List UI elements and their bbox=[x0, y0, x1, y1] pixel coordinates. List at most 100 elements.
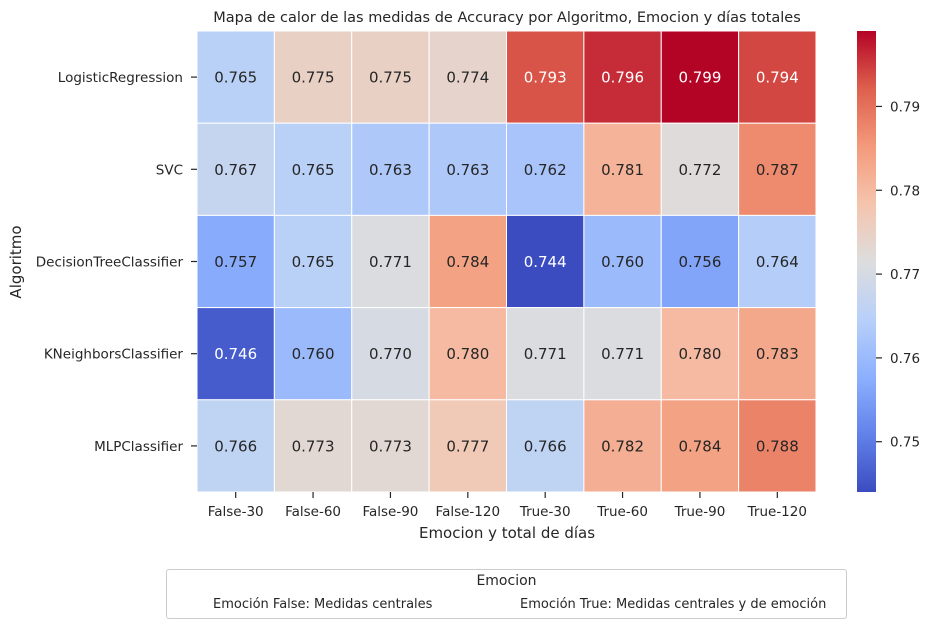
cell-value-label: 0.774 bbox=[446, 69, 489, 87]
x-tick-label: True-60 bbox=[596, 504, 648, 520]
heatmap-cell bbox=[273, 30, 353, 124]
legend-title: Emocion bbox=[476, 573, 537, 589]
cell-value-label: 0.781 bbox=[601, 161, 644, 179]
cell-value-label: 0.780 bbox=[446, 345, 489, 363]
heatmap-cell bbox=[738, 214, 817, 309]
cell-value-label: 0.770 bbox=[369, 345, 412, 363]
cell-value-label: 0.767 bbox=[214, 161, 257, 179]
heatmap-cell bbox=[660, 307, 740, 401]
cell-value-label: 0.782 bbox=[601, 437, 644, 455]
cell-value-label: 0.773 bbox=[369, 437, 412, 455]
cell-value-label: 0.772 bbox=[678, 161, 721, 179]
cell-value-label: 0.784 bbox=[446, 253, 489, 271]
heatmap-cell bbox=[351, 30, 430, 124]
heatmap-cell bbox=[583, 30, 662, 124]
colorbar-ticks: 0.75 0.76 0.77 0.78 0.79 bbox=[876, 99, 920, 451]
x-tick-label: False-60 bbox=[285, 504, 341, 520]
cell-value-label: 0.787 bbox=[756, 161, 799, 179]
heatmap-cell bbox=[351, 399, 430, 493]
colorbar-tick-label: 0.77 bbox=[890, 267, 920, 283]
x-axis-ticks: False-30 False-60 False-90 False-120 True-30… bbox=[208, 492, 807, 520]
colorbar-tick-label: 0.79 bbox=[890, 99, 920, 115]
heatmap-cell bbox=[428, 214, 507, 309]
cell-value-label: 0.799 bbox=[678, 69, 721, 87]
heatmap-cell bbox=[583, 399, 662, 493]
heatmap-cell bbox=[428, 122, 507, 216]
x-tick-label: True-30 bbox=[519, 504, 571, 520]
cell-value-label: 0.775 bbox=[369, 69, 412, 87]
heatmap-cell bbox=[196, 214, 275, 309]
heatmap-cell bbox=[506, 214, 585, 309]
heatmap-cell bbox=[351, 214, 430, 309]
cell-value-label: 0.766 bbox=[524, 437, 567, 455]
heatmap-cell bbox=[506, 307, 585, 401]
y-tick-label: SVC bbox=[156, 162, 183, 178]
cell-value-label: 0.756 bbox=[678, 253, 721, 271]
legend-entry-true: Emoción True: Medidas centrales y de emo… bbox=[520, 597, 827, 612]
cell-value-label: 0.771 bbox=[369, 253, 412, 271]
y-axis-label: Algoritmo bbox=[7, 225, 25, 298]
heatmap-cells: 0.765 0.775 0.775 0.774 0.793 0.796 0.799 0.794… bbox=[196, 30, 817, 493]
heatmap-cell bbox=[506, 399, 585, 493]
y-tick-label: KNeighborsClassifier bbox=[44, 347, 184, 363]
y-tick-label: MLPClassifier bbox=[94, 439, 183, 455]
cell-value-label: 0.763 bbox=[369, 161, 412, 179]
heatmap-cell bbox=[351, 307, 430, 401]
heatmap-cell bbox=[273, 122, 353, 216]
x-tick-label: False-90 bbox=[362, 504, 418, 520]
heatmap-cell bbox=[428, 307, 507, 401]
heatmap-cell bbox=[583, 214, 662, 309]
heatmap-cell bbox=[506, 30, 585, 124]
cell-value-label: 0.766 bbox=[214, 437, 257, 455]
heatmap-cell bbox=[738, 30, 817, 124]
heatmap-cell bbox=[738, 399, 817, 493]
cell-value-label: 0.780 bbox=[678, 345, 721, 363]
colorbar-tick-label: 0.78 bbox=[890, 183, 920, 199]
cell-value-label: 0.771 bbox=[524, 345, 567, 363]
cell-value-label: 0.764 bbox=[756, 253, 799, 271]
heatmap-cell bbox=[273, 214, 353, 309]
cell-value-label: 0.788 bbox=[756, 437, 799, 455]
heatmap-cell bbox=[660, 214, 740, 309]
legend-entry-false: Emoción False: Medidas centrales bbox=[213, 597, 433, 612]
y-axis-ticks: LogisticRegression SVC DecisionTreeClassif… bbox=[36, 70, 197, 455]
legend: Emocion Emoción False: Medidas centrales… bbox=[166, 569, 847, 619]
cell-value-label: 0.744 bbox=[524, 253, 567, 271]
cell-value-label: 0.793 bbox=[524, 69, 567, 87]
chart-title: Mapa de calor de las medidas de Accuracy… bbox=[213, 10, 801, 26]
cell-value-label: 0.760 bbox=[601, 253, 644, 271]
x-axis-label: Emocion y total de días bbox=[419, 524, 595, 542]
cell-value-label: 0.773 bbox=[292, 437, 335, 455]
heatmap-cell bbox=[428, 399, 507, 493]
cell-value-label: 0.760 bbox=[292, 345, 335, 363]
cell-value-label: 0.765 bbox=[292, 253, 335, 271]
heatmap-cell bbox=[583, 122, 662, 216]
cell-value-label: 0.771 bbox=[601, 345, 644, 363]
cell-value-label: 0.775 bbox=[292, 69, 335, 87]
x-tick-label: False-120 bbox=[436, 504, 501, 520]
heatmap-cell bbox=[196, 307, 275, 401]
y-tick-label: LogisticRegression bbox=[58, 70, 183, 86]
y-tick-label: DecisionTreeClassifier bbox=[36, 255, 184, 271]
cell-value-label: 0.796 bbox=[601, 69, 644, 87]
cell-value-label: 0.783 bbox=[756, 345, 799, 363]
cell-value-label: 0.794 bbox=[756, 69, 799, 87]
cell-value-label: 0.746 bbox=[214, 345, 257, 363]
cell-value-label: 0.765 bbox=[292, 161, 335, 179]
x-tick-label: False-30 bbox=[208, 504, 264, 520]
cell-value-label: 0.777 bbox=[446, 437, 489, 455]
cell-value-label: 0.757 bbox=[214, 253, 257, 271]
x-tick-label: True-120 bbox=[747, 504, 807, 520]
cell-value-label: 0.763 bbox=[446, 161, 489, 179]
colorbar-tick-label: 0.76 bbox=[890, 351, 920, 367]
heatmap-cell bbox=[506, 122, 585, 216]
colorbar bbox=[857, 31, 876, 492]
heatmap-cell bbox=[428, 30, 507, 124]
cell-value-label: 0.762 bbox=[524, 161, 567, 179]
cell-value-label: 0.765 bbox=[214, 69, 257, 87]
heatmap-cell bbox=[738, 122, 817, 216]
cell-value-label: 0.784 bbox=[678, 437, 721, 455]
x-tick-label: True-90 bbox=[674, 504, 726, 520]
heatmap-cell bbox=[196, 30, 275, 124]
